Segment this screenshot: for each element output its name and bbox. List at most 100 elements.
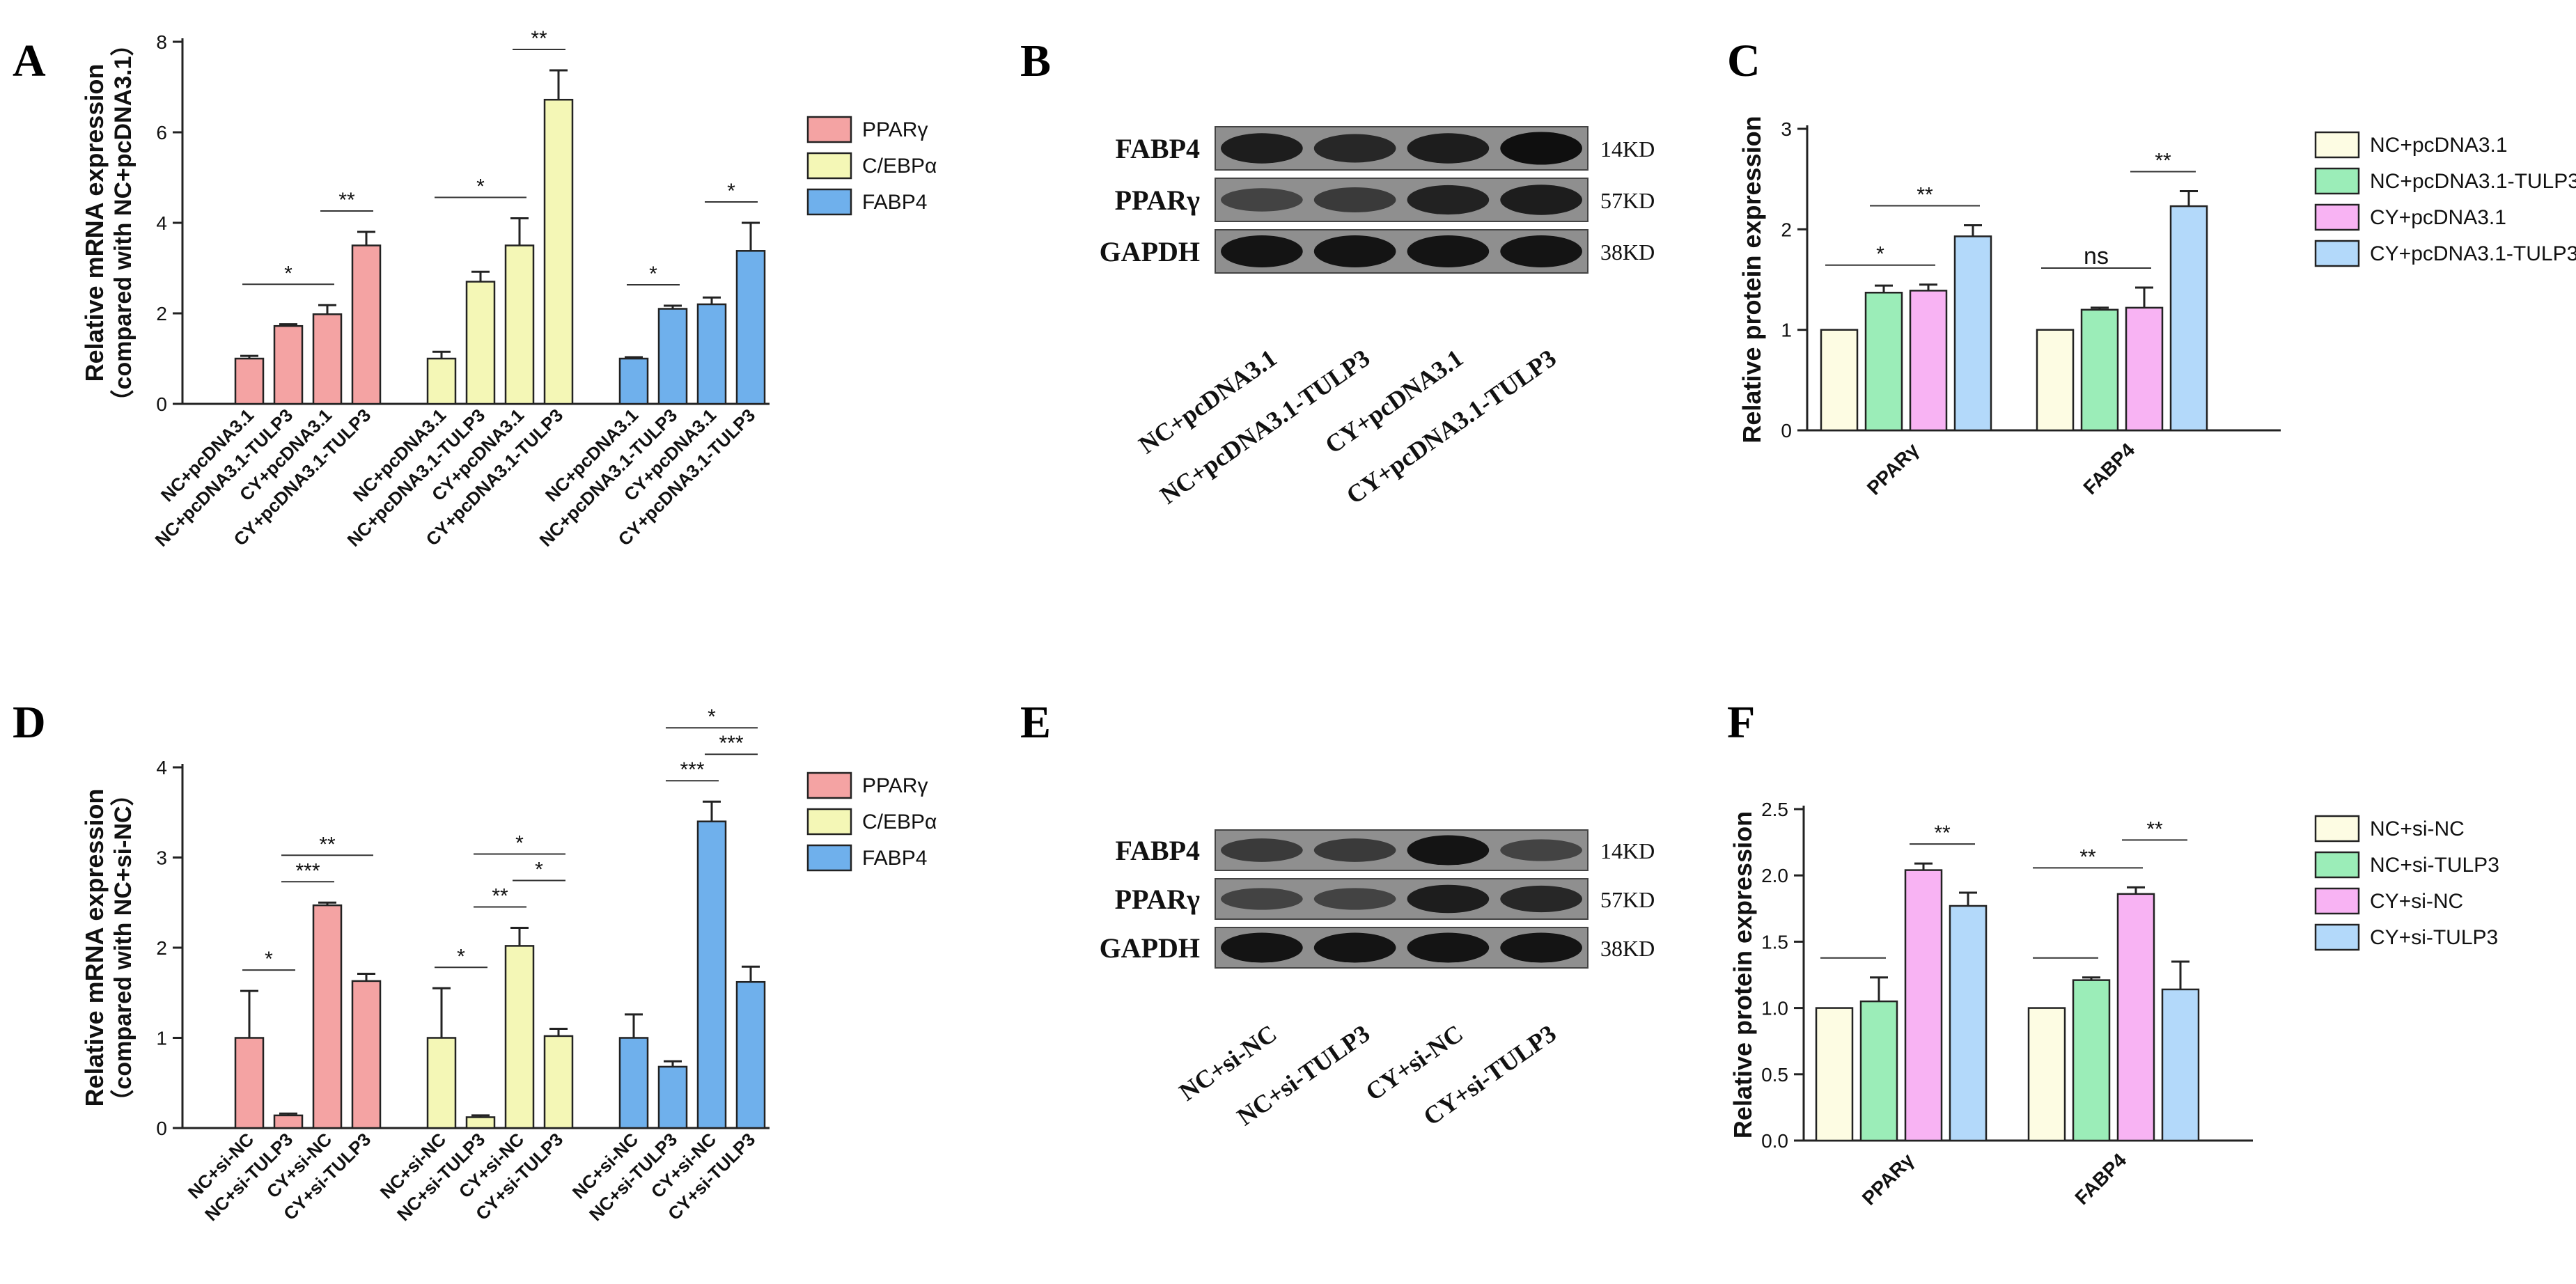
chart-F-legend-label-0: NC+si-NC (2370, 817, 2465, 840)
chart-F-bar-0-3 (1949, 905, 1988, 1142)
chart-A-bar-0-3 (351, 244, 382, 405)
chart-D-bar-0-0 (234, 1037, 265, 1129)
blot-B-protein-label-0: FABP4 (1116, 133, 1200, 164)
blot-E-protein-label-1: PPARγ (1115, 884, 1201, 915)
blot-E-band-1-3 (1500, 885, 1582, 913)
chart-D-bar-0-2 (312, 904, 343, 1129)
blot-B-band-2-2 (1407, 235, 1490, 267)
chart-C-legend-label-3: CY+pcDNA3.1-TULP3 (2370, 242, 2576, 265)
blot-B-band-2-0 (1221, 235, 1303, 267)
chart-D-legend-swatch-0 (806, 772, 852, 799)
chart-C-ytick-label-1: 1 (1781, 320, 1792, 341)
chart-A-sig-1-label: ** (338, 189, 355, 212)
chart-A-bar-1-0 (426, 357, 457, 405)
chart-F-ytick-label-0: 0.0 (1761, 1130, 1788, 1152)
chart-C-bar-0-2 (1909, 290, 1948, 432)
panel-letter-E: E (1020, 697, 1052, 748)
chart-F-xtick-label-1: FABP4 (2071, 1149, 2131, 1209)
chart-D-bar-2-2 (696, 820, 727, 1129)
chart-C-sig-2-label: ns (2084, 243, 2109, 269)
chart-D-sig-8-label: *** (719, 732, 743, 755)
chart-D-sig-2-label: ** (319, 833, 336, 856)
chart-F-sig-4-label: ** (2146, 817, 2163, 840)
chart-A-legend-label-2: FABP4 (862, 191, 927, 214)
chart-F-ytick-label-1: 0.5 (1761, 1064, 1788, 1086)
chart-D-bar-0-1 (273, 1114, 304, 1129)
blot-E-band-1-2 (1407, 884, 1490, 914)
chart-D-ytick-label-3: 3 (156, 847, 167, 869)
chart-A-sig-2-label: * (476, 175, 485, 198)
blot-B-protein-label-1: PPARγ (1115, 185, 1201, 216)
chart-D-legend-label-1: C/EBPα (862, 811, 937, 833)
chart-A-ytick-label-0: 0 (156, 393, 167, 415)
chart-A-legend-swatch-2 (806, 188, 852, 216)
chart-C-bar-1-2 (2125, 306, 2164, 432)
chart-A-legend-label-1: C/EBPα (862, 155, 937, 178)
chart-A-bar-1-2 (504, 244, 535, 405)
chart-F-legend-label-1: NC+si-TULP3 (2370, 854, 2499, 877)
chart-D-ytick-label-0: 0 (156, 1118, 167, 1139)
chart-F-bar-0-0 (1815, 1007, 1854, 1142)
blot-E-size-label-2: 38KD (1600, 936, 1655, 961)
blot-B-size-label-0: 14KD (1600, 136, 1655, 162)
blot-B-band-1-0 (1221, 188, 1303, 212)
blot-E-band-1-0 (1221, 888, 1303, 910)
chart-A-bar-2-1 (657, 308, 688, 405)
chart-F-ytick-label-2: 1.0 (1761, 998, 1788, 1019)
chart-D-bar-1-0 (426, 1037, 457, 1129)
chart-A-bar-1-1 (465, 281, 496, 405)
chart-D-bar-2-3 (735, 980, 766, 1129)
chart-D-bar-0-3 (351, 980, 382, 1129)
panel-letter-A: A (13, 36, 46, 86)
chart-F-legend-swatch-2 (2314, 887, 2360, 915)
chart-D-ylabel2: （compared with NC+si-NC） (109, 782, 136, 1113)
chart-D-bar-1-1 (465, 1116, 496, 1129)
blot-E-band-2-1 (1313, 932, 1396, 963)
chart-D-sig-5-label: * (535, 859, 543, 882)
chart-C-legend-label-2: CY+pcDNA3.1 (2370, 206, 2506, 229)
blot-E-band-0-1 (1313, 838, 1396, 862)
chart-D-bar-1-3 (543, 1035, 574, 1129)
blot-B-band-1-1 (1313, 187, 1396, 212)
chart-A-bar-2-2 (696, 303, 727, 405)
blot-E-band-0-2 (1407, 835, 1490, 866)
blot-E-band-2-0 (1221, 932, 1303, 963)
chart-C-legend-label-1: NC+pcDNA3.1-TULP3 (2370, 170, 2576, 193)
blot-B-band-1-3 (1500, 185, 1582, 215)
chart-F-legend-swatch-3 (2314, 923, 2360, 951)
chart-C-ylabel: Relative protein expression (1738, 116, 1766, 443)
blot-B-band-0-3 (1500, 132, 1582, 165)
blot-B-band-0-2 (1407, 133, 1490, 164)
chart-D-sig-9-label: * (708, 705, 716, 728)
chart-F-ylabel: Relative protein expression (1728, 811, 1757, 1138)
chart-F-bar-0-1 (1859, 1000, 1898, 1142)
chart-C-sig-3-label: ** (2155, 149, 2171, 172)
chart-D-ytick-label-1: 1 (156, 1028, 167, 1049)
blot-E-band-1-1 (1313, 888, 1396, 910)
blot-E-size-label-1: 57KD (1600, 887, 1655, 912)
chart-A-sig-5-label: * (727, 180, 735, 203)
chart-A-sig-0-label: * (284, 262, 292, 285)
chart-C-legend-swatch-1 (2314, 167, 2360, 195)
blot-E-protein-label-0: FABP4 (1116, 835, 1200, 866)
chart-C-ytick-label-2: 2 (1781, 219, 1792, 240)
chart-F-ytick-label-3: 1.5 (1761, 931, 1788, 953)
chart-F-bar-0-2 (1904, 869, 1943, 1142)
chart-C-ytick-label-0: 0 (1781, 420, 1792, 441)
panel-letter-D: D (13, 697, 46, 748)
chart-C-ytick-label-3: 3 (1781, 118, 1792, 140)
blot-B-band-0-1 (1313, 134, 1396, 163)
chart-A-bar-2-0 (618, 357, 649, 405)
chart-C-legend-swatch-2 (2314, 203, 2360, 231)
chart-D-sig-4-label: ** (492, 885, 508, 908)
chart-D-legend-swatch-1 (806, 808, 852, 836)
chart-A-ytick-label-4: 8 (156, 31, 167, 53)
chart-F-bar-1-3 (2161, 988, 2200, 1142)
chart-F-ytick-label-5: 2.5 (1761, 799, 1788, 820)
blot-B-band-2-3 (1500, 235, 1582, 267)
blot-B-size-label-1: 57KD (1600, 188, 1655, 213)
chart-A-bar-2-3 (735, 250, 766, 405)
chart-F-legend-label-2: CY+si-NC (2370, 890, 2463, 913)
chart-D-sig-0-label: * (265, 948, 273, 971)
chart-C-legend-swatch-3 (2314, 240, 2360, 267)
